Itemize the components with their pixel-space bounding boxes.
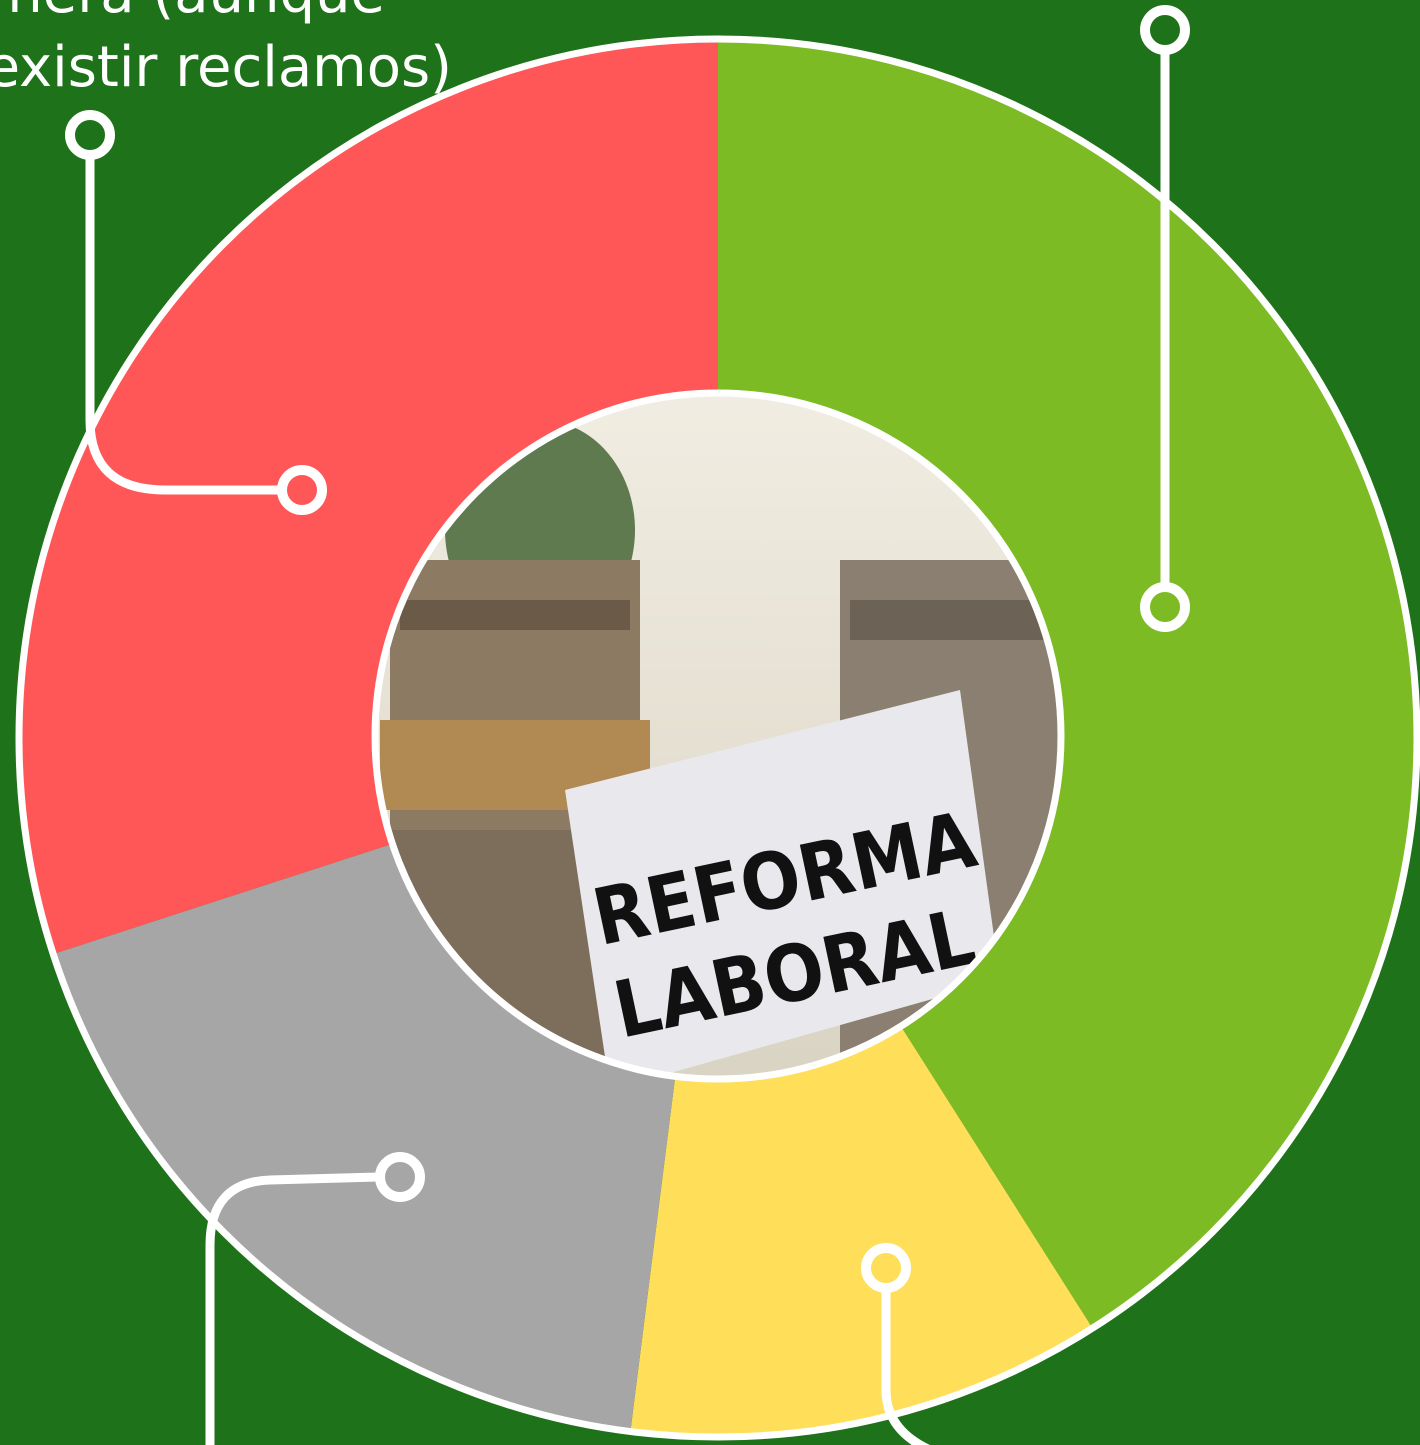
slice: [53, 843, 676, 1432]
connectors: [65, 5, 1190, 1445]
annotation: existir reclamos): [0, 35, 452, 100]
outer-ring: [15, 35, 1420, 1441]
annotation: nera (aunque: [7, 0, 385, 26]
slice: [718, 39, 1418, 1329]
slice: [18, 39, 719, 955]
slices: [18, 39, 1418, 1437]
inner-ring: [371, 389, 1065, 1083]
slice: [630, 1025, 1093, 1437]
